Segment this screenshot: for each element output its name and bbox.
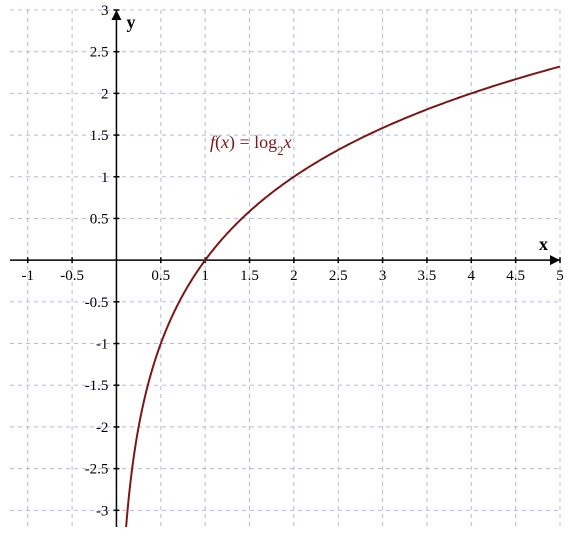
x-tick-label: 3.5 [418,268,437,284]
y-tick-label: 3 [101,3,109,19]
y-tick-label: 1 [101,170,109,186]
y-tick-label: 1.5 [90,128,109,144]
x-axis-label: x [539,234,548,254]
y-axis-label: y [126,12,135,32]
y-tick-label: -0.5 [85,295,109,311]
chart-container: x y -1 -0.5 0.5 1 1.5 2 2.5 3 3.5 4 4.5 5 -3 -2.5 -2 -1.5… [0,0,570,537]
x-tick-label: 0.5 [151,268,170,284]
y-tick-label: -3 [96,503,109,519]
y-tick-label: -1.5 [85,378,109,394]
y-tick-label: 2 [101,86,109,102]
x-tick-label: 2.5 [329,268,348,284]
x-tick-label: 2 [290,268,298,284]
x-tick-label: 4.5 [506,268,525,284]
y-tick-label: -2 [96,420,109,436]
x-tick-label: 5 [556,268,564,284]
log-chart: x y -1 -0.5 0.5 1 1.5 2 2.5 3 3.5 4 4.5 5 -3 -2.5 -2 -1.5… [0,0,570,537]
y-tick-label: -1 [96,337,109,353]
x-tick-label: 1 [201,268,209,284]
y-tick-label: -2.5 [85,462,109,478]
x-tick-label: 1.5 [240,268,259,284]
y-tick-label: 0.5 [90,211,109,227]
x-tick-label: 3 [379,268,387,284]
x-tick-label: -0.5 [60,268,84,284]
x-tick-label: 4 [468,268,476,284]
x-tick-label: -1 [21,268,34,284]
y-tick-label: 2.5 [90,45,109,61]
